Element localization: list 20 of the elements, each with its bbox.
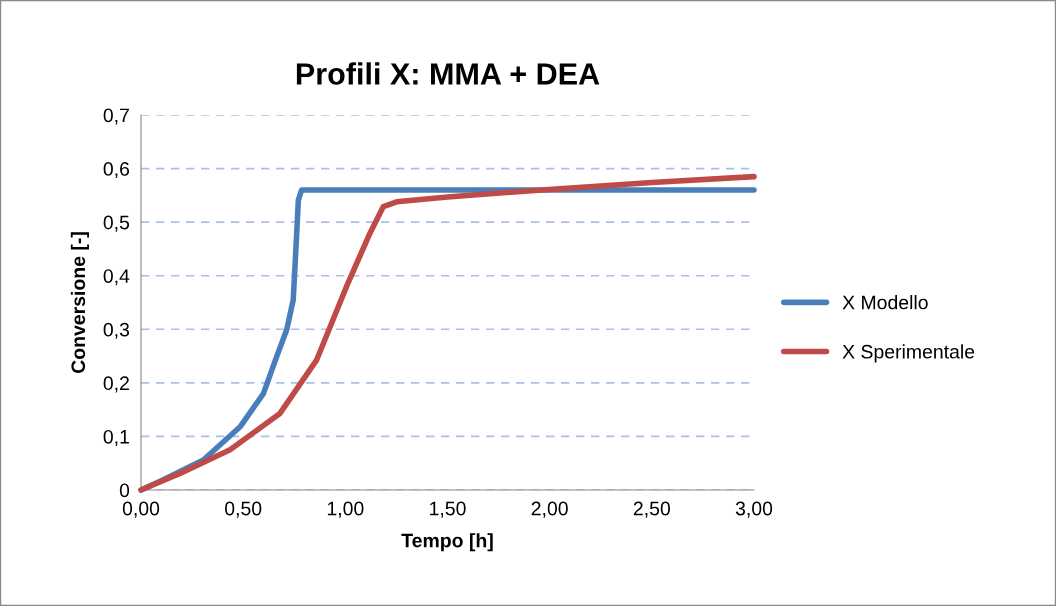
y-tick-label: 0 bbox=[119, 483, 130, 498]
x-tick-label: 2,50 bbox=[633, 501, 670, 518]
legend-label: X Modello bbox=[842, 295, 928, 310]
x-tick-label: 1,00 bbox=[327, 501, 364, 518]
legend-label: X Sperimentale bbox=[842, 344, 975, 363]
y-tick-label: 0,7 bbox=[103, 108, 129, 125]
x-tick-label: 1,50 bbox=[430, 501, 466, 518]
y-tick-label: 0,6 bbox=[103, 162, 130, 179]
chart-title: Profili X: MMA + DEA bbox=[296, 62, 600, 85]
y-tick-label: 0,4 bbox=[103, 269, 130, 286]
x-tick-label: 3,00 bbox=[735, 501, 773, 518]
y-tick-label: 0,3 bbox=[103, 322, 130, 339]
x-tick-label: 0,50 bbox=[225, 501, 262, 518]
y-axis-title: Conversione [-] bbox=[70, 232, 89, 373]
y-tick-label: 0,1 bbox=[103, 429, 129, 446]
y-tick-label: 0,5 bbox=[103, 215, 130, 232]
x-tick-label: 2,00 bbox=[531, 501, 568, 518]
x-tick-label: 0,00 bbox=[122, 501, 160, 518]
x-axis-title: Tempo [h] bbox=[401, 533, 493, 552]
y-tick-label: 0,2 bbox=[103, 376, 129, 393]
